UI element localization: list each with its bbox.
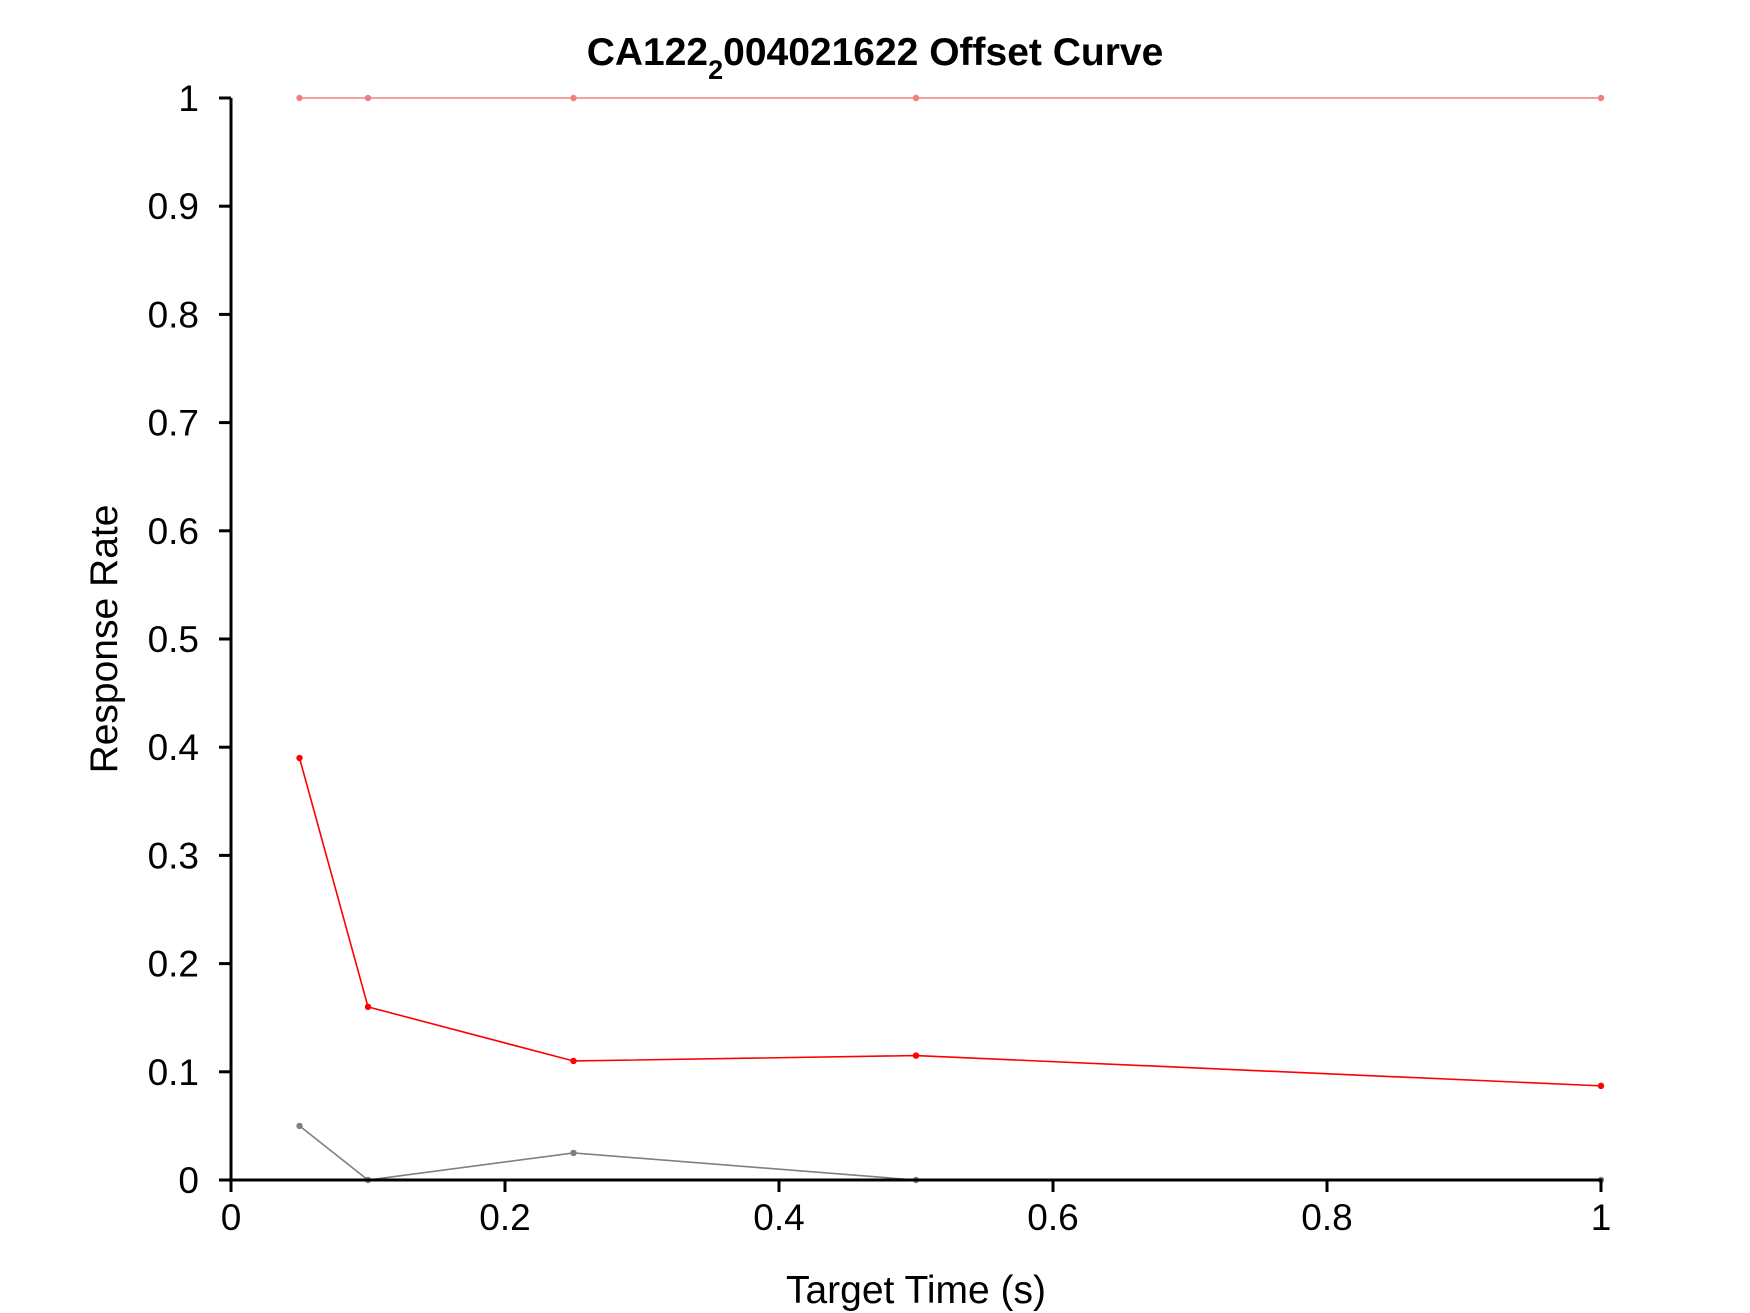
series-1-point — [570, 94, 577, 102]
series-2-point — [364, 1003, 372, 1011]
series-2-point — [570, 1057, 577, 1065]
y-tick-label: 0.7 — [148, 403, 199, 444]
series-1-point — [296, 94, 303, 102]
series-2-point — [912, 1052, 920, 1059]
series-2-point — [1597, 1082, 1605, 1090]
y-tick-label: 0.4 — [148, 727, 199, 768]
ticks-layer: 0 0.2 0.4 0.6 0.8 1 0 0.1 0.2 0.3 0.4 0.5 0.6 0.7 0.8 0… — [148, 78, 1612, 1238]
x-tick-label: 0.8 — [1301, 1197, 1352, 1238]
y-tick-label: 0.2 — [148, 944, 199, 985]
y-tick-label: 0.3 — [148, 835, 199, 876]
chart-title: CA1222004021622 Offset Curve — [587, 31, 1164, 85]
series-1-point — [364, 94, 372, 102]
series-1-point — [912, 94, 920, 102]
series-3-point — [570, 1149, 577, 1157]
series-3-point — [296, 1122, 303, 1130]
series-layer — [296, 94, 1605, 1184]
x-tick-label: 0.4 — [753, 1197, 804, 1238]
series-1-point — [1597, 94, 1605, 102]
x-tick-label: 0.2 — [479, 1197, 530, 1238]
series-2-point — [296, 754, 303, 762]
series-3-line — [299, 1125, 1601, 1181]
y-axis-title: Response Rate — [83, 505, 126, 774]
y-tick-label: 0.5 — [148, 619, 199, 660]
x-tick-label: 0.6 — [1027, 1197, 1078, 1238]
x-tick-label: 1 — [1591, 1197, 1612, 1238]
y-tick-label: 0 — [178, 1160, 199, 1201]
series-2-line — [298, 757, 1602, 1087]
x-axis-title: Target Time (s) — [786, 1269, 1046, 1312]
x-tick-label: 0 — [221, 1197, 242, 1238]
y-tick-label: 0.6 — [148, 511, 199, 552]
y-tick-label: 0.8 — [148, 294, 199, 335]
y-tick-label: 1 — [178, 78, 199, 119]
y-tick-label: 0.1 — [148, 1052, 199, 1093]
y-tick-label: 0.9 — [148, 186, 199, 227]
